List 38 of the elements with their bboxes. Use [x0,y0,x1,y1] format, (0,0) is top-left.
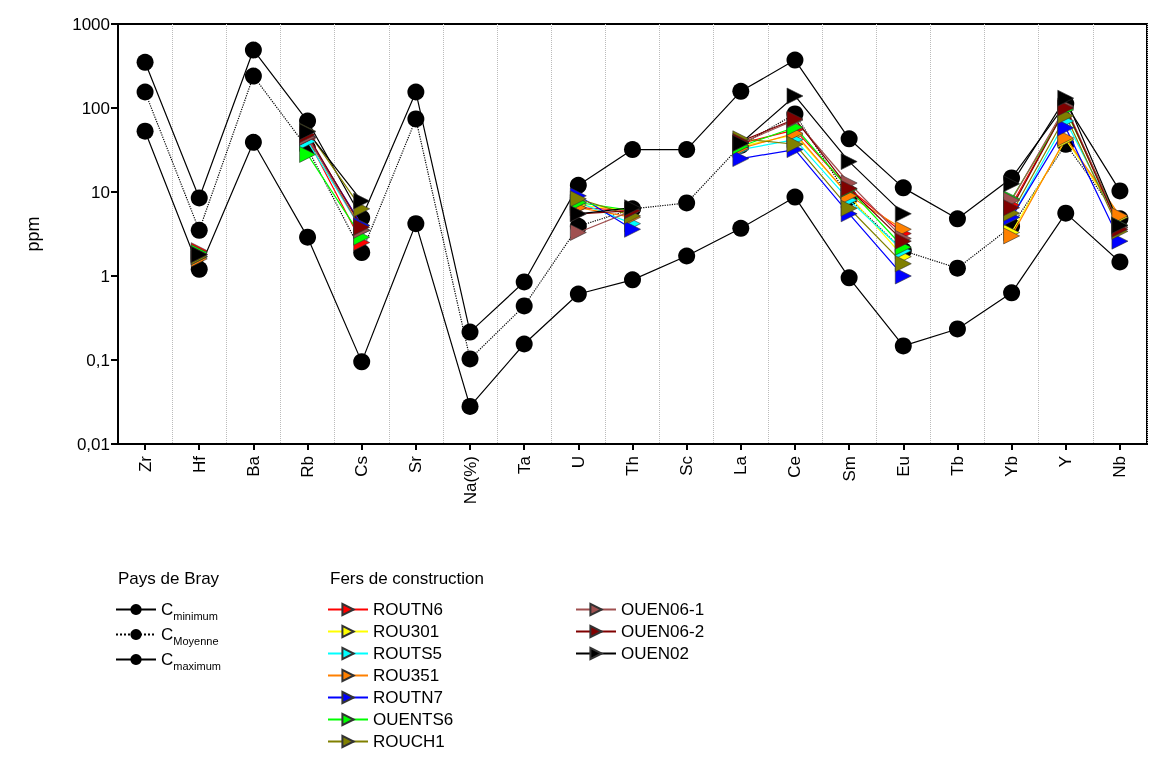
x-tick-label: Nb [1110,456,1130,478]
legend-label: ROUTS5 [373,644,442,663]
legend-label: OUEN06-2 [621,622,705,641]
y-tick-label: 0,01 [76,434,110,454]
x-tick-label: Sc [677,455,697,476]
legend-label: ROU351 [373,666,440,685]
legend-label: OUENTS6 [373,710,454,729]
legend-label: ROUCH1 [373,732,445,751]
x-tick-label: Sm [839,456,859,482]
x-tick-label: Y [1056,456,1076,468]
legend-label: ROUTN6 [373,600,443,619]
legend-label: ROU301 [373,622,440,641]
y-tick-label: 0,1 [86,350,110,370]
y-tick-label: 1000 [72,14,110,34]
x-tick-label: Eu [893,456,913,477]
legend-label: ROUTN7 [373,688,443,707]
x-tick-label: U [568,456,588,469]
x-tick-label: Th [623,456,642,476]
y-tick-label: 100 [81,98,110,118]
x-tick-label: La [731,455,751,475]
y-tick-label: 10 [91,182,110,202]
y-axis-title: ppm [23,216,43,252]
x-tick-label: Cs [352,456,372,477]
x-tick-label: Zr [135,455,155,473]
x-tick-label: Ba [243,455,263,477]
text: Fers de construction [330,569,485,588]
legend-title: Pays de Bray [118,569,220,588]
x-tick-label: Yb [1002,456,1022,477]
x-tick-label: Sr [406,455,426,473]
x-tick-label: Ta [514,455,534,474]
legend-label: OUEN02 [621,644,690,663]
x-tick-label: Hf [189,455,209,473]
x-tick-label: Na(%) [460,456,480,505]
y-tick-label: 1 [100,266,110,286]
x-tick-label: Ce [785,456,805,478]
legend-label: OUEN06-1 [621,600,705,619]
x-tick-label: Tb [947,456,967,476]
x-tick-label: Rb [298,456,318,478]
